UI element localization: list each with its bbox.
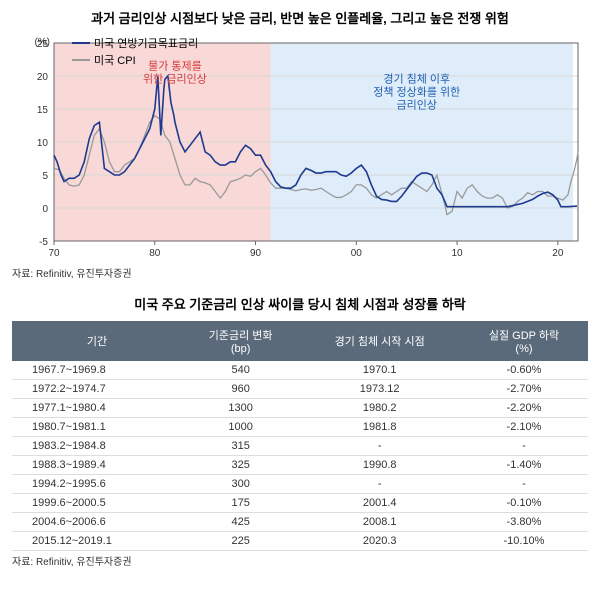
legend-swatch-cpi [72,59,90,61]
table-cell: 1990.8 [299,456,460,475]
table-cell: -1.40% [460,456,588,475]
table-cell: 1983.2~1984.8 [12,437,182,456]
table-header: 기간 [12,321,182,361]
table-cell: 1981.8 [299,418,460,437]
table-cell: -3.80% [460,513,588,532]
chart-source: 자료: Refinitiv, 유진투자증권 [12,265,588,280]
table-cell: 2001.4 [299,494,460,513]
svg-text:20: 20 [37,72,49,83]
table-cell: 315 [182,437,299,456]
table-row: 1983.2~1984.8315-- [12,437,588,456]
table-cell: - [299,437,460,456]
table-header: 실질 GDP 하락 (%) [460,321,588,361]
table-cell: 2004.6~2006.6 [12,513,182,532]
legend: 미국 연방기금목표금리 미국 CPI [72,35,198,69]
table-cell: -0.10% [460,494,588,513]
table-cell: 1980.7~1981.1 [12,418,182,437]
table-cell: 1300 [182,399,299,418]
table-cell: 1977.1~1980.4 [12,399,182,418]
table-cell: 960 [182,380,299,399]
table-row: 1980.7~1981.110001981.8-2.10% [12,418,588,437]
svg-text:10: 10 [37,138,49,149]
table-header: 경기 침체 시작 시점 [299,321,460,361]
table-cell: - [460,437,588,456]
svg-text:정책 정상화를 위한: 정책 정상화를 위한 [373,86,460,99]
table-row: 1999.6~2000.51752001.4-0.10% [12,494,588,513]
table-cell: 175 [182,494,299,513]
svg-text:0: 0 [42,204,48,215]
svg-text:90: 90 [250,248,262,259]
svg-text:00: 00 [351,248,363,259]
table-cell: - [460,475,588,494]
table-cell: -0.60% [460,361,588,380]
chart-title: 과거 금리인상 시점보다 낮은 금리, 반면 높은 인플레율, 그리고 높은 전… [12,8,588,27]
table-cell: 425 [182,513,299,532]
table-cell: -2.20% [460,399,588,418]
table-cell: -2.70% [460,380,588,399]
table-row: 2015.12~2019.12252020.3-10.10% [12,532,588,551]
table-cell: 1988.3~1989.4 [12,456,182,475]
table-header: 기준금리 변화 (bp) [182,321,299,361]
svg-text:금리인상: 금리인상 [397,99,437,112]
svg-text:10: 10 [452,248,464,259]
table-cell: 1973.12 [299,380,460,399]
table-cell: -10.10% [460,532,588,551]
legend-label-fed: 미국 연방기금목표금리 [94,35,198,51]
table-cell: 1970.1 [299,361,460,380]
table-title: 미국 주요 기준금리 인상 싸이클 당시 침체 시점과 성장률 하락 [12,294,588,313]
table-cell: - [299,475,460,494]
table-cell: 1967.7~1969.8 [12,361,182,380]
table-cell: -2.10% [460,418,588,437]
table-row: 1967.7~1969.85401970.1-0.60% [12,361,588,380]
table-row: 1988.3~1989.43251990.8-1.40% [12,456,588,475]
table-source: 자료: Refinitiv, 유진투자증권 [12,553,588,568]
legend-label-cpi: 미국 CPI [94,52,136,68]
svg-text:경기 침체 이후: 경기 침체 이후 [383,73,450,86]
table-cell: 2015.12~2019.1 [12,532,182,551]
table-row: 1972.2~1974.79601973.12-2.70% [12,380,588,399]
table-cell: 225 [182,532,299,551]
table-cell: 300 [182,475,299,494]
table-cell: 1980.2 [299,399,460,418]
table-cell: 1999.6~2000.5 [12,494,182,513]
table-cell: 325 [182,456,299,475]
table-row: 1977.1~1980.413001980.2-2.20% [12,399,588,418]
table-cell: 540 [182,361,299,380]
svg-text:5: 5 [42,171,48,182]
table-cell: 1000 [182,418,299,437]
table-cell: 1972.2~1974.7 [12,380,182,399]
rate-cycle-table: 기간기준금리 변화 (bp)경기 침체 시작 시점실질 GDP 하락 (%) 1… [12,321,588,551]
table-row: 2004.6~2006.64252008.1-3.80% [12,513,588,532]
table-cell: 2008.1 [299,513,460,532]
table-cell: 2020.3 [299,532,460,551]
legend-swatch-fed [72,42,90,44]
svg-text:위한 금리인상: 위한 금리인상 [143,72,207,85]
line-chart: -50510152025(%)708090001020물가 통제를위한 금리인상… [12,33,588,263]
svg-text:15: 15 [37,105,49,116]
svg-text:70: 70 [48,248,60,259]
svg-text:-5: -5 [39,237,48,248]
svg-text:80: 80 [149,248,161,259]
svg-text:(%): (%) [34,37,50,48]
table-cell: 1994.2~1995.6 [12,475,182,494]
table-row: 1994.2~1995.6300-- [12,475,588,494]
svg-text:20: 20 [552,248,564,259]
